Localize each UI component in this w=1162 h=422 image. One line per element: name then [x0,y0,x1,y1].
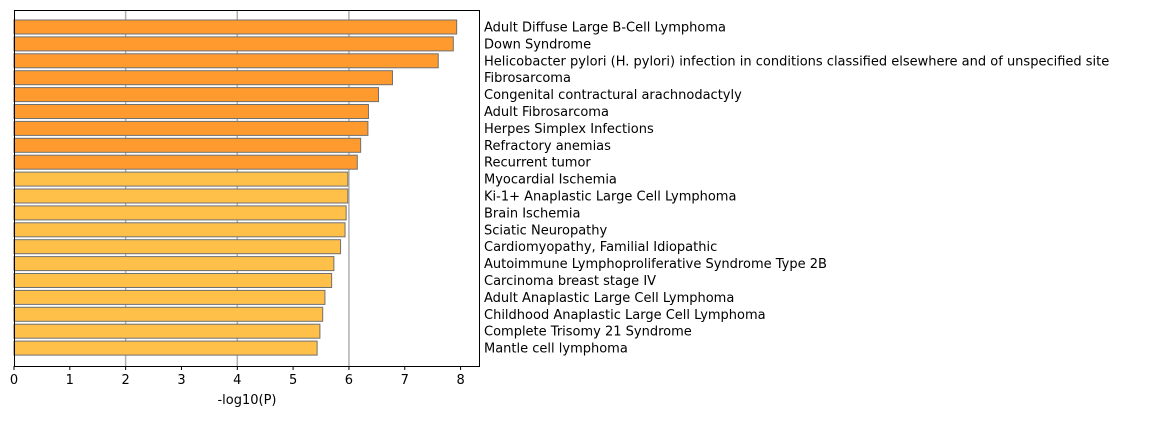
bar [13,289,326,305]
bar [13,205,347,221]
category-label: Childhood Anaplastic Large Cell Lymphoma [484,308,766,323]
category-labels: Adult Diffuse Large B-Cell LymphomaDown … [484,21,1109,357]
category-label: Brain Ischemia [484,206,580,221]
category-label: Autoimmune Lymphoproliferative Syndrome … [484,257,827,272]
category-label: Fibrosarcoma [484,71,571,86]
category-label: Sciatic Neuropathy [484,223,607,238]
bar [13,36,454,52]
category-label: Helicobacter pylori (H. pylori) infectio… [484,54,1109,69]
x-tick-label: 7 [401,373,409,388]
x-tick-label: 5 [289,373,297,388]
x-tick-label: 1 [66,373,74,388]
category-label: Adult Fibrosarcoma [484,105,609,120]
bar [13,323,321,339]
x-tick-label: 2 [122,373,130,388]
category-label: Cardiomyopathy, Familial Idiopathic [484,240,717,255]
category-label: Ki-1+ Anaplastic Large Cell Lymphoma [484,190,736,205]
bar [13,171,349,187]
x-tick-label: 0 [10,373,18,388]
bar [13,239,342,255]
bar [13,188,349,204]
category-label: Recurrent tumor [484,156,591,171]
x-tick-label: 8 [456,373,464,388]
category-label: Adult Anaplastic Large Cell Lymphoma [484,291,734,306]
bar [13,306,324,322]
plot-frame [14,10,480,367]
bar [13,222,346,238]
bar [13,154,358,170]
x-axis-title: -log10(P) [217,393,276,408]
bar [13,340,318,356]
x-axis: 0 1 2 3 4 5 6 7 8 [10,366,465,388]
category-label: Myocardial Ischemia [484,173,617,188]
grid-layer [124,10,350,366]
bar-layer [13,19,458,356]
category-label: Down Syndrome [484,37,591,52]
x-tick-label: 4 [233,373,241,388]
x-tick-label: 3 [177,373,185,388]
bar [13,19,458,35]
category-label: Adult Diffuse Large B-Cell Lymphoma [484,21,726,36]
bar [13,87,380,103]
category-label: Herpes Simplex Infections [484,122,654,137]
bar [13,120,369,136]
category-label: Complete Trisomy 21 Syndrome [484,325,692,340]
category-label: Congenital contractural arachnodactyly [484,88,742,103]
bar [13,256,335,272]
category-label: Refractory anemias [484,139,611,154]
category-label: Mantle cell lymphoma [484,342,628,357]
category-label: Carcinoma breast stage IV [484,274,656,289]
bar [13,70,393,86]
bar [13,53,439,69]
bar [13,137,362,153]
bar [13,104,369,119]
bar [13,273,333,288]
x-tick-label: 6 [345,373,353,388]
